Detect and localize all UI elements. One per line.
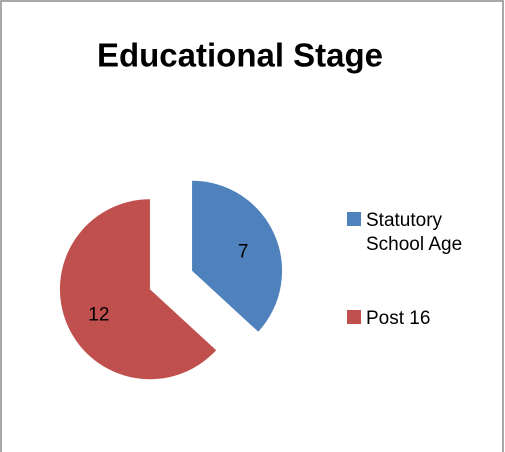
legend-label: Post 16 (366, 308, 431, 329)
data-label: 12 (88, 305, 109, 326)
legend-swatch (347, 212, 361, 226)
chart-title: Educational Stage (97, 37, 383, 74)
pie-slice (59, 199, 217, 380)
data-label: 7 (238, 241, 249, 262)
legend-swatch (347, 310, 361, 324)
legend-label: Statutory School Age (366, 210, 463, 255)
pie-slice (192, 180, 283, 332)
